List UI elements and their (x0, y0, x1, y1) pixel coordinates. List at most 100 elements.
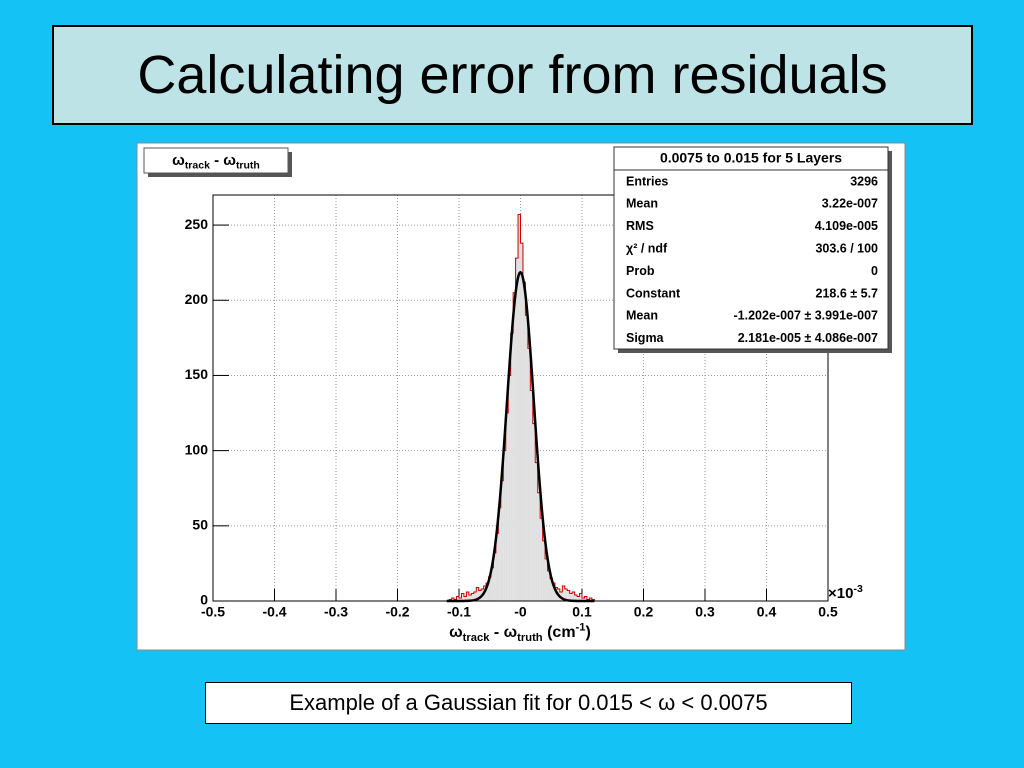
bar (451, 597, 455, 601)
bar (468, 594, 472, 601)
x-tick-label: -0.4 (262, 604, 286, 620)
x-tick-label: -0.1 (447, 604, 471, 620)
bar (550, 578, 553, 601)
x-multiplier-part: -3 (853, 583, 862, 595)
y-tick-label: 250 (185, 216, 209, 232)
x-label-part: truth (517, 632, 543, 644)
title-part: track (185, 159, 210, 171)
bar (459, 597, 462, 601)
hist-outline (446, 214, 595, 602)
bar (510, 333, 514, 601)
bar (486, 582, 489, 601)
y-tick-label: 0 (200, 592, 208, 608)
y-tick-label: 200 (185, 291, 209, 307)
x-tick-label: -0 (514, 604, 527, 620)
stats-label: RMS (626, 219, 654, 233)
stats-label: Mean (626, 197, 658, 211)
x-tick-label: 0.5 (818, 604, 838, 620)
y-tick-label: 150 (185, 366, 209, 382)
title-part: ω (172, 152, 185, 169)
stats-value: 0 (871, 264, 878, 278)
stats-value: 3.22e-007 (822, 197, 878, 211)
bar (530, 390, 533, 601)
bar (513, 292, 516, 601)
bar (537, 492, 541, 601)
stats-label: χ² / ndf (626, 241, 668, 255)
bar (562, 585, 565, 601)
plot-frame-border (212, 194, 829, 602)
x-multiplier-part: ×10 (828, 585, 853, 602)
bar (476, 587, 479, 601)
stats-box (613, 146, 889, 350)
x-tick-label: -0.5 (201, 604, 225, 620)
title-part: truth (236, 159, 260, 171)
slide-title: Calculating error from residuals (52, 25, 973, 125)
bar (461, 593, 464, 601)
bar (527, 348, 531, 601)
stats-value: 303.6 / 100 (815, 241, 878, 255)
x-tick-label: 0.2 (634, 604, 654, 620)
bar (463, 596, 467, 601)
stats-label: Constant (626, 286, 681, 300)
stats-label: Sigma (626, 331, 665, 345)
stats-label: Prob (626, 264, 655, 278)
bar (525, 315, 528, 601)
y-tick-label: 100 (185, 441, 209, 457)
bar (582, 597, 585, 601)
stats-value: 4.109e-005 (815, 219, 878, 233)
bar (518, 214, 521, 601)
plot: -0.5 -0.4 -0.3 -0.2 -0.1 -0 0.1 0.2 0.3 0.4 0.5 0 50… (143, 146, 892, 644)
bar (471, 593, 474, 601)
bar (569, 593, 573, 601)
x-label-part: -1 (576, 621, 586, 633)
stats-value: 3296 (850, 174, 878, 188)
bar (579, 593, 582, 601)
bar (500, 480, 504, 601)
bar (584, 596, 587, 601)
bar (495, 533, 499, 601)
stats-value: -1.202e-007 ± 3.991e-007 (734, 309, 879, 323)
x-label-part: - ω (489, 624, 517, 641)
bar (547, 570, 551, 601)
x-label: ωtrack - ωtruth (cm-1) (449, 621, 591, 643)
bar (466, 591, 469, 601)
title: ωtrack - ωtruth (172, 152, 260, 171)
bar (478, 590, 482, 601)
x-tick-label: -0.2 (385, 604, 409, 620)
bar (503, 450, 506, 601)
bar (542, 540, 546, 601)
bar (520, 243, 523, 601)
title-part: - ω (210, 152, 236, 169)
x-label-part: (cm (543, 624, 576, 641)
x-tick-label: 0.4 (757, 604, 777, 620)
bar (574, 594, 578, 601)
bar (532, 423, 536, 601)
bar (564, 588, 568, 601)
bar (498, 507, 501, 601)
stats-value: 2.181e-005 ± 4.086e-007 (738, 331, 878, 345)
bar (488, 576, 491, 601)
caption: Example of a Gaussian fit for 0.015 < ω … (205, 682, 852, 724)
bar (508, 375, 511, 601)
bar (505, 413, 509, 601)
x-multiplier: ×10-3 (828, 583, 863, 602)
bar (554, 587, 558, 601)
stats-label: Mean (626, 309, 658, 323)
x-label-part: ω (449, 624, 463, 641)
x-tick-label: -0.3 (324, 604, 348, 620)
bar (515, 258, 519, 601)
bar (572, 591, 575, 601)
x-label-part: ) (586, 624, 591, 641)
x-tick-label: 0.3 (695, 604, 715, 620)
stats-title: 0.0075 to 0.015 for 5 Layers (660, 150, 842, 166)
bar (545, 558, 548, 601)
bar (473, 591, 477, 601)
hist-title-box (143, 147, 289, 174)
bar (493, 552, 496, 601)
bar (589, 597, 592, 601)
stats-value: 218.6 ± 5.7 (816, 286, 879, 300)
x-label-part: track (463, 632, 491, 644)
x-tick-label: 0.1 (572, 604, 592, 620)
